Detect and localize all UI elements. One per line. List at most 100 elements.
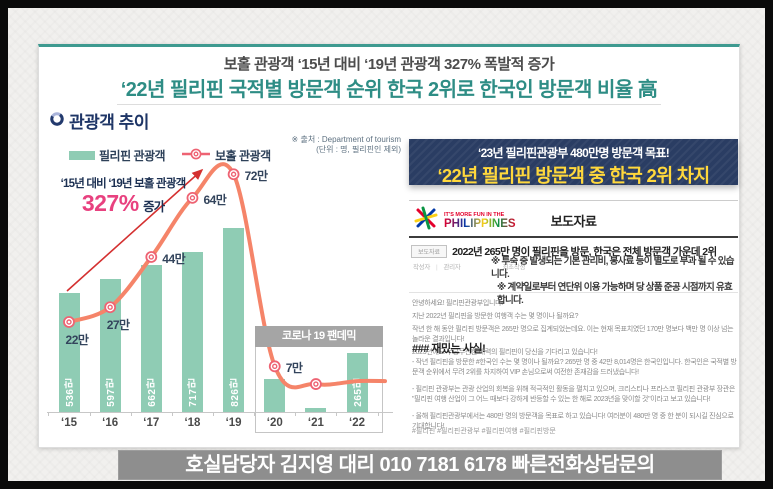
line-marker (227, 168, 240, 181)
pandemic-overlay-header: 코로나 19 팬데믹 (255, 326, 383, 347)
legend-item-bohol: 보홀 관광객 (181, 147, 271, 164)
growth-pct: 327% (81, 190, 139, 216)
press-fact-heading: ### 재밌는 사실! (412, 343, 486, 355)
axis-tick (48, 413, 50, 416)
press-doc-type: 보도자료 (550, 214, 597, 229)
bar (264, 378, 286, 412)
line-value-label: 22만 (65, 332, 89, 347)
press-banner-line1: ‘23년 필리핀관광부 480만명 방문객 목표! (477, 146, 670, 160)
x-tick-label: ‘15 (61, 417, 77, 429)
line-marker-dot (66, 319, 72, 325)
source-line1: ※ 출처 : Department of tourism (291, 135, 401, 144)
press-headline-row: 보도자료 2022년 265만 명이 필리핀을 방문, 한국은 전체 방문객 가… (411, 244, 717, 259)
axis-tick (295, 413, 297, 416)
press-banner-line2: ‘22년 필리핀 방문객 중 한국 2위 차지 (437, 165, 710, 186)
press-meta-author-value: 관리자 (443, 264, 461, 271)
line-marker (63, 316, 75, 328)
line-marker-dot (313, 381, 319, 387)
growth-annotation-line1: ‘15년 대비 ‘19년 보홀 관광객 (60, 178, 187, 190)
legend-line-swatch-icon (181, 148, 211, 163)
press-divider-top (409, 200, 738, 201)
header-subtitle: 보홀 관광객 ‘15년 대비 ‘19년 관광객 327% 폭발적 증가 (223, 56, 555, 73)
press-facts: - 작년 필리핀을 방문한 #한국인 수는 몇 명이나 될까요? 265만 명 … (412, 358, 738, 439)
logo-tagline: IT'S MORE FUN IN THE (444, 211, 505, 218)
line-marker-dot (189, 195, 196, 201)
press-fact-2: - 필리핀 관광부는 관광 산업의 회복을 위해 적극적인 활동을 펼치고 있으… (412, 386, 736, 403)
bar: 826만 (223, 228, 245, 412)
line-marker-dot (148, 254, 155, 260)
press-body-1: 안녕하세요! 필리핀관광부입니다. (412, 300, 503, 307)
x-tick-label: ‘20 (266, 417, 283, 429)
line-marker (268, 360, 281, 373)
legend-line-label: 보홀 관광객 (215, 149, 271, 163)
x-tick-label: ‘18 (184, 417, 201, 429)
press-body-2: 지난 2022년 필리핀을 방문한 여행객 수는 몇 명이나 될까요? (412, 313, 579, 320)
philippines-logo: IT'S MORE FUN IN THE PHILIPPINES (413, 205, 516, 236)
legend-bar-swatch-icon (69, 151, 95, 160)
logo-wordmark: PHILIPPINES (444, 217, 516, 230)
tourist-line-layer (63, 162, 387, 390)
press-hashtags: #필리핀 #필리핀관광부 #필리핀여행 #필리핀방문 (412, 428, 556, 435)
source-note: ※ 출처 : Department of tourism (단위 : 명, 필리… (292, 135, 401, 154)
starburst-icon (413, 205, 439, 236)
line-marker (309, 378, 322, 390)
contact-banner: 호실담당자 김지영 대리 010 7181 6178 빠른전화상담문의 (118, 450, 722, 480)
line-value-label: 72만 (244, 169, 268, 184)
line-value-label: 27만 (106, 318, 130, 333)
press-meta-created: 최초작성 (502, 264, 526, 271)
chart-legend: 필리핀 관광객 보홀 관광객 (69, 147, 271, 164)
line-value-label: 44만 (162, 251, 186, 266)
bar: 662만 (140, 264, 162, 412)
line-marker (145, 251, 158, 263)
line-marker (186, 191, 199, 204)
x-axis (47, 412, 393, 413)
press-body-4: 2023년에도 무궁무진한 매력의 필리핀이 당신을 기다리고 있습니다! (412, 349, 598, 356)
press-banner: ‘23년 필리핀관광부 480만명 방문객 목표! ‘22년 필리핀 방문객 중… (409, 139, 738, 186)
axis-tick (130, 413, 132, 416)
logo-wordmark-block: IT'S MORE FUN IN THE PHILIPPINES (444, 212, 516, 230)
press-notice-1: ※ 투숙 중 발생되는 기본 관리비, 봉사료 등이 별도로 부과 될 수 있습… (491, 256, 734, 280)
legend-bar-label: 필리핀 관광객 (99, 149, 166, 163)
axis-tick (89, 413, 91, 416)
legend-item-philippines: 필리핀 관광객 (69, 147, 166, 164)
main-card: 보홀 관광객 ‘15년 대비 ‘19년 관광객 327% 폭발적 증가 ‘22년… (38, 44, 740, 448)
x-tick-label: ‘21 (307, 417, 324, 429)
section-title: 관광객 추이 (69, 113, 149, 132)
section-title-row: 관광객 추이 (49, 108, 149, 133)
press-meta-author-label: 작성자 (413, 264, 431, 271)
header-divider (117, 104, 661, 105)
press-notice-2: ※ 계약일로부터 연단위 이용 가능하며 당 상품 준공 시점까지 유효합니다. (497, 282, 733, 306)
growth-arrow (66, 168, 204, 292)
line-marker-dot (272, 363, 278, 370)
chart: 필리핀 관광객 보홀 관광객 ※ 출처 : Department of tour… (47, 135, 403, 443)
press-notices: ※ 투숙 중 발생되는 기본 관리비, 봉사료 등이 별도로 부과 될 수 있습… (491, 255, 738, 307)
line-value-label: 64만 (203, 192, 227, 207)
axis-tick (213, 413, 215, 416)
header-title: ‘22년 필리핀 국적별 방문객 순위 한국 2위로 한국인 방문객 비율 高 (120, 79, 658, 101)
press-fact-3: - 올해 필리핀관광부에서는 480만 명의 방문객을 목표로 하고 있습니다!… (412, 413, 734, 430)
trend-icon (49, 110, 65, 131)
axis-tick (171, 413, 173, 416)
growth-annotation: ‘15년 대비 ‘19년 보홀 관광객 327% 증가 (47, 175, 199, 216)
line-marker-dot (107, 304, 113, 310)
x-tick-label: ‘16 (102, 417, 119, 429)
press-divider-light (409, 292, 738, 293)
growth-suffix: 증가 (143, 200, 165, 214)
press-fact-1: - 작년 필리핀을 방문한 #한국인 수는 몇 명이나 될까요? 265만 명 … (412, 359, 737, 376)
axis-tick (254, 413, 256, 416)
press-tag-badge: 보도자료 (411, 245, 448, 258)
line-marker (104, 301, 117, 314)
line-value-label: 7만 (285, 361, 303, 376)
axis-tick (336, 413, 338, 416)
x-tick-label: ‘22 (349, 417, 366, 429)
press-headline: 2022년 265만 명이 필리핀을 방문, 한국은 전체 방문객 가운데 2위 (452, 246, 717, 258)
bar (305, 407, 327, 412)
press-body-3: 작년 한 해 동안 필리핀 방문객은 265만 명으로 집계되었는데요. 이는 … (412, 326, 734, 343)
tourist-line (67, 162, 387, 390)
source-line2: (단위 : 명, 필리핀인 제외) (316, 144, 401, 154)
press-rule-dark (409, 236, 738, 238)
x-tick-label: ‘17 (143, 417, 160, 429)
press-meta-row: 작성자 | 관리자 최초작성 (413, 264, 526, 271)
line-marker-dot (230, 171, 237, 177)
press-body: 안녕하세요! 필리핀관광부입니다. 지난 2022년 필리핀을 방문한 여행객 … (412, 299, 738, 361)
